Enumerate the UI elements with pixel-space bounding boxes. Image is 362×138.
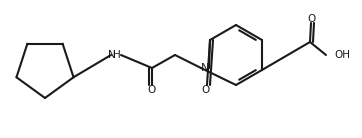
Text: N: N — [108, 50, 115, 60]
Text: OH: OH — [334, 50, 350, 60]
Text: H: H — [113, 50, 121, 60]
Text: O: O — [308, 14, 316, 24]
Text: N: N — [201, 63, 209, 73]
Text: O: O — [201, 85, 209, 95]
Text: O: O — [148, 85, 156, 95]
